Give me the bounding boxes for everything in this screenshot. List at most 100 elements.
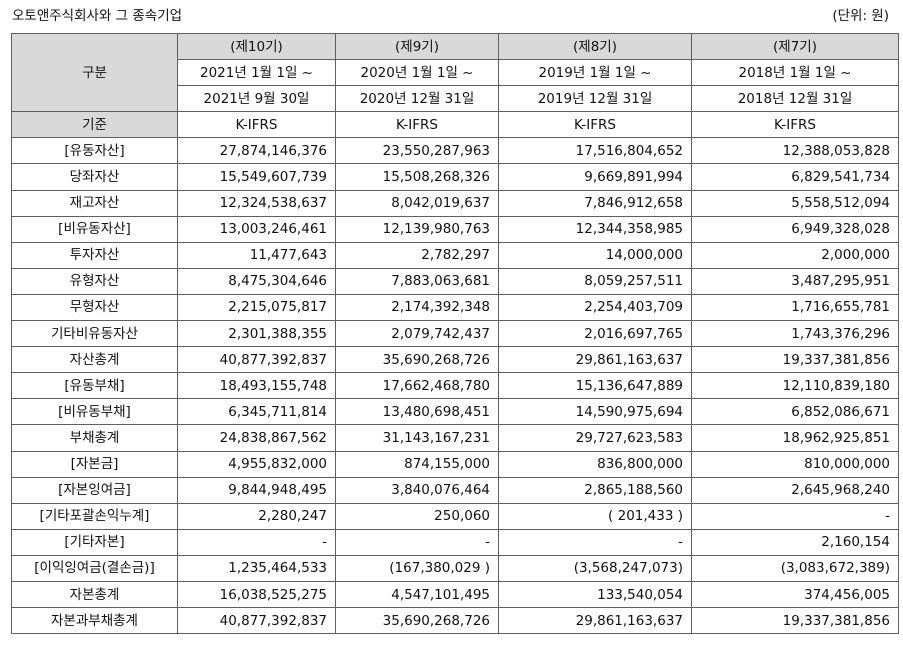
table-row: 부채총계 24,838,867,562 31,143,167,231 29,72… <box>11 424 899 452</box>
value-cell: 7,846,912,658 <box>498 189 692 217</box>
value-cell: 8,475,304,646 <box>177 267 336 295</box>
value-cell: 35,690,268,726 <box>335 607 499 635</box>
table-row: 투자자산 11,477,643 2,782,297 14,000,000 2,0… <box>11 241 899 269</box>
table-row: 기타비유동자산 2,301,388,355 2,079,742,437 2,01… <box>11 320 899 348</box>
table-row: [비유동자산] 13,003,246,461 12,139,980,763 12… <box>11 215 899 243</box>
value-cell: 29,727,623,583 <box>498 424 692 452</box>
value-cell: 1,235,464,533 <box>177 554 336 582</box>
value-cell: 2,301,388,355 <box>177 320 336 348</box>
basis-label-cell: 기준 <box>11 111 178 139</box>
value-cell: 6,345,711,814 <box>177 398 336 426</box>
row-label: [유동부채] <box>11 372 178 400</box>
header-row-period-name: 구분 (제10기) (제9기) (제8기) (제7기) <box>11 32 899 113</box>
value-cell: 12,388,053,828 <box>691 137 899 165</box>
value-cell: 2,215,075,817 <box>177 293 336 322</box>
value-cell: 17,662,468,780 <box>335 372 499 400</box>
table-row: [비유동부채] 6,345,711,814 13,480,698,451 14,… <box>11 398 899 426</box>
unit-label: (단위: 원) <box>832 8 889 24</box>
value-cell: ( 201,433 ) <box>498 502 692 530</box>
period-to-cell: 2018년 12월 31일 <box>691 85 899 113</box>
value-cell: 9,669,891,994 <box>498 163 692 191</box>
table-row: 자본총계 16,038,525,275 4,547,101,495 133,54… <box>11 580 899 609</box>
value-cell: - <box>498 528 692 556</box>
header-row-period-from: 2021년 1월 1일 ~ 2020년 1월 1일 ~ 2019년 1월 1일 … <box>12 59 899 87</box>
value-cell: (167,380,029 ) <box>335 554 499 582</box>
value-cell: 2,254,403,709 <box>498 293 692 322</box>
value-cell: 8,059,257,511 <box>498 267 692 295</box>
value-cell: 1,743,376,296 <box>691 320 899 348</box>
value-cell: (3,568,247,073) <box>498 554 692 582</box>
value-cell: 12,139,980,763 <box>335 215 499 243</box>
table-row: [자본잉여금] 9,844,948,495 3,840,076,464 2,86… <box>11 476 899 504</box>
value-cell: 6,852,086,671 <box>691 398 899 426</box>
row-label: 부채총계 <box>11 424 178 452</box>
table-row: 당좌자산 15,549,607,739 15,508,268,326 9,669… <box>11 163 899 191</box>
table-row: [자본금] 4,955,832,000 874,155,000 836,800,… <box>11 450 899 478</box>
basis-cell: K-IFRS <box>691 111 899 139</box>
table-row: 무형자산 2,215,075,817 2,174,392,348 2,254,4… <box>11 293 899 322</box>
value-cell: 17,516,804,652 <box>498 137 692 165</box>
period-name-cell: (제7기) <box>691 32 899 61</box>
row-label: 자본과부채총계 <box>11 607 178 635</box>
row-label: [자본금] <box>11 450 178 478</box>
row-label: [기타자본] <box>11 528 178 556</box>
value-cell: 12,324,538,637 <box>177 189 336 217</box>
table-row: 재고자산 12,324,538,637 8,042,019,637 7,846,… <box>11 189 899 217</box>
value-cell: 3,487,295,951 <box>691 267 899 295</box>
basis-cell: K-IFRS <box>498 111 692 139</box>
table-row: [유동부채] 18,493,155,748 17,662,468,780 15,… <box>11 372 899 400</box>
company-title: 오토앤주식회사와 그 종속기업 <box>12 8 183 24</box>
value-cell: 31,143,167,231 <box>335 424 499 452</box>
value-cell: - <box>335 528 499 556</box>
row-label: 당좌자산 <box>11 163 178 191</box>
value-cell: 133,540,054 <box>498 580 692 609</box>
row-label: [비유동부채] <box>11 398 178 426</box>
value-cell: 1,716,655,781 <box>691 293 899 322</box>
value-cell: 24,838,867,562 <box>177 424 336 452</box>
caption-bar: 오토앤주식회사와 그 종속기업 (단위: 원) <box>12 4 889 24</box>
value-cell: 29,861,163,637 <box>498 607 692 635</box>
row-label: [이익잉여금(결손금)] <box>11 554 178 582</box>
row-label: 자산총계 <box>11 346 178 374</box>
value-cell: 15,549,607,739 <box>177 163 336 191</box>
basis-cell: K-IFRS <box>335 111 499 139</box>
value-cell: 7,883,063,681 <box>335 267 499 295</box>
header-row-basis: 기준 K-IFRS K-IFRS K-IFRS K-IFRS <box>11 111 899 139</box>
row-label: 유형자산 <box>11 267 178 295</box>
row-label: [기타포괄손익누계] <box>11 502 178 530</box>
table-row: [기타자본] - - - 2,160,154 <box>11 528 899 556</box>
financial-summary-table: 구분 (제10기) (제9기) (제8기) (제7기) 2021년 1월 1일 … <box>11 32 899 635</box>
period-to-cell: 2021년 9월 30일 <box>177 85 336 113</box>
value-cell: 18,962,925,851 <box>691 424 899 452</box>
value-cell: 15,136,647,889 <box>498 372 692 400</box>
value-cell: 4,547,101,495 <box>335 580 499 609</box>
value-cell: 40,877,392,837 <box>177 346 336 374</box>
period-from-cell: 2018년 1월 1일 ~ <box>691 59 899 87</box>
value-cell: 29,861,163,637 <box>498 346 692 374</box>
value-cell: 2,160,154 <box>691 528 899 556</box>
value-cell: - <box>691 502 899 530</box>
value-cell: 2,865,188,560 <box>498 476 692 504</box>
table-row: 자본과부채총계 40,877,392,837 35,690,268,726 29… <box>11 607 899 635</box>
value-cell: 40,877,392,837 <box>177 607 336 635</box>
period-to-cell: 2019년 12월 31일 <box>498 85 692 113</box>
value-cell: 4,955,832,000 <box>177 450 336 478</box>
basis-cell: K-IFRS <box>177 111 336 139</box>
table-row: [기타포괄손익누계] 2,280,247 250,060 ( 201,433 )… <box>11 502 899 530</box>
value-cell: 2,280,247 <box>177 502 336 530</box>
value-cell: 3,840,076,464 <box>335 476 499 504</box>
value-cell: 13,003,246,461 <box>177 215 336 243</box>
period-name-cell: (제9기) <box>335 32 499 61</box>
value-cell: 2,000,000 <box>691 241 899 269</box>
value-cell: 874,155,000 <box>335 450 499 478</box>
value-cell: 18,493,155,748 <box>177 372 336 400</box>
value-cell: 13,480,698,451 <box>335 398 499 426</box>
value-cell: 19,337,381,856 <box>691 607 899 635</box>
value-cell: 15,508,268,326 <box>335 163 499 191</box>
value-cell: 810,000,000 <box>691 450 899 478</box>
row-label: 기타비유동자산 <box>11 320 178 348</box>
value-cell: 2,079,742,437 <box>335 320 499 348</box>
row-label: 자본총계 <box>11 580 178 609</box>
row-label: [자본잉여금] <box>11 476 178 504</box>
value-cell: 836,800,000 <box>498 450 692 478</box>
